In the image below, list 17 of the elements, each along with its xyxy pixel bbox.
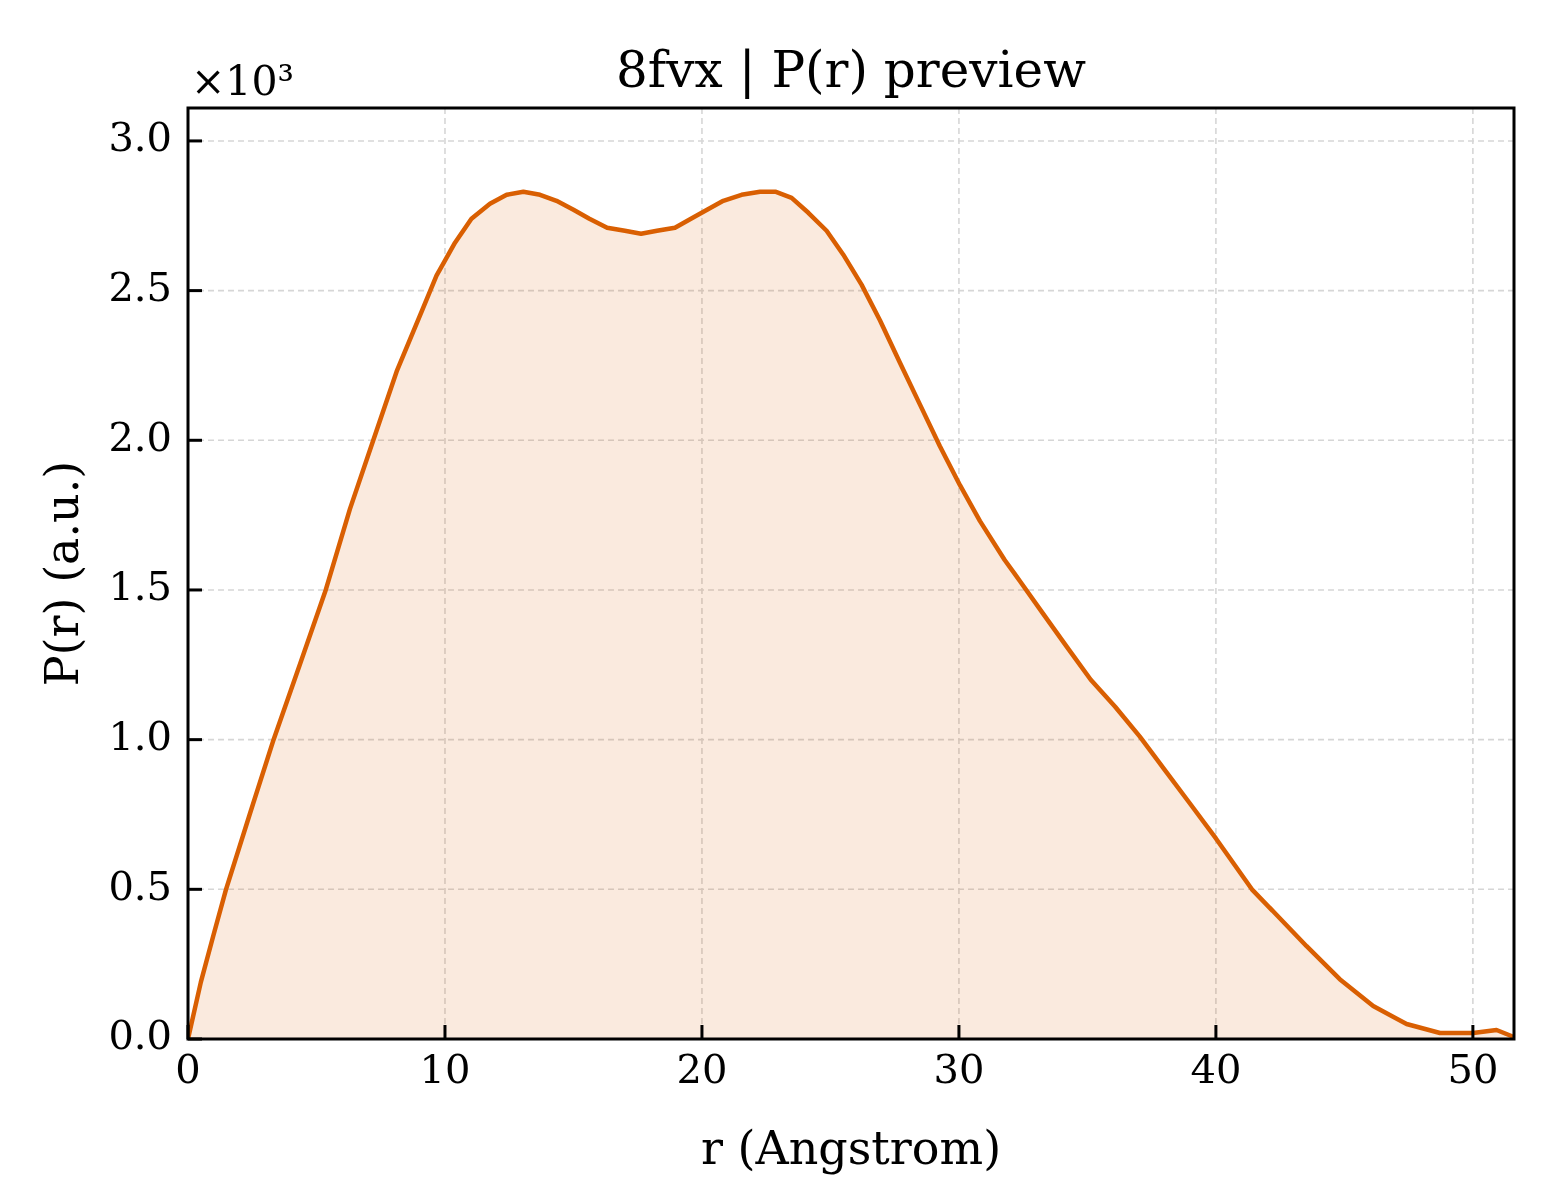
y-tick-label: 0.0 xyxy=(108,1012,172,1059)
x-tick-label: 40 xyxy=(1190,1046,1242,1093)
y-tick-label: 3.0 xyxy=(108,114,172,161)
x-tick-label: 50 xyxy=(1447,1046,1499,1093)
y-tick-label: 1.5 xyxy=(108,563,172,610)
y-tick-label: 0.5 xyxy=(108,862,172,909)
x-tick-label: 10 xyxy=(419,1046,471,1093)
x-tick-label: 0 xyxy=(175,1046,201,1093)
y-tick-label: 1.0 xyxy=(108,713,172,760)
text: ×10³ xyxy=(191,57,294,105)
x-tick-label: 20 xyxy=(676,1046,728,1093)
chart-title: 8fvx | P(r) preview xyxy=(616,41,1087,99)
y-tick-label: 2.5 xyxy=(108,264,172,310)
x-axis-title: r (Angstrom) xyxy=(700,1121,1002,1176)
y-tick-label: 2.0 xyxy=(108,413,172,460)
x-tick-label: 30 xyxy=(933,1046,985,1093)
y-axis-title: P(r) (a.u.) xyxy=(34,460,89,687)
